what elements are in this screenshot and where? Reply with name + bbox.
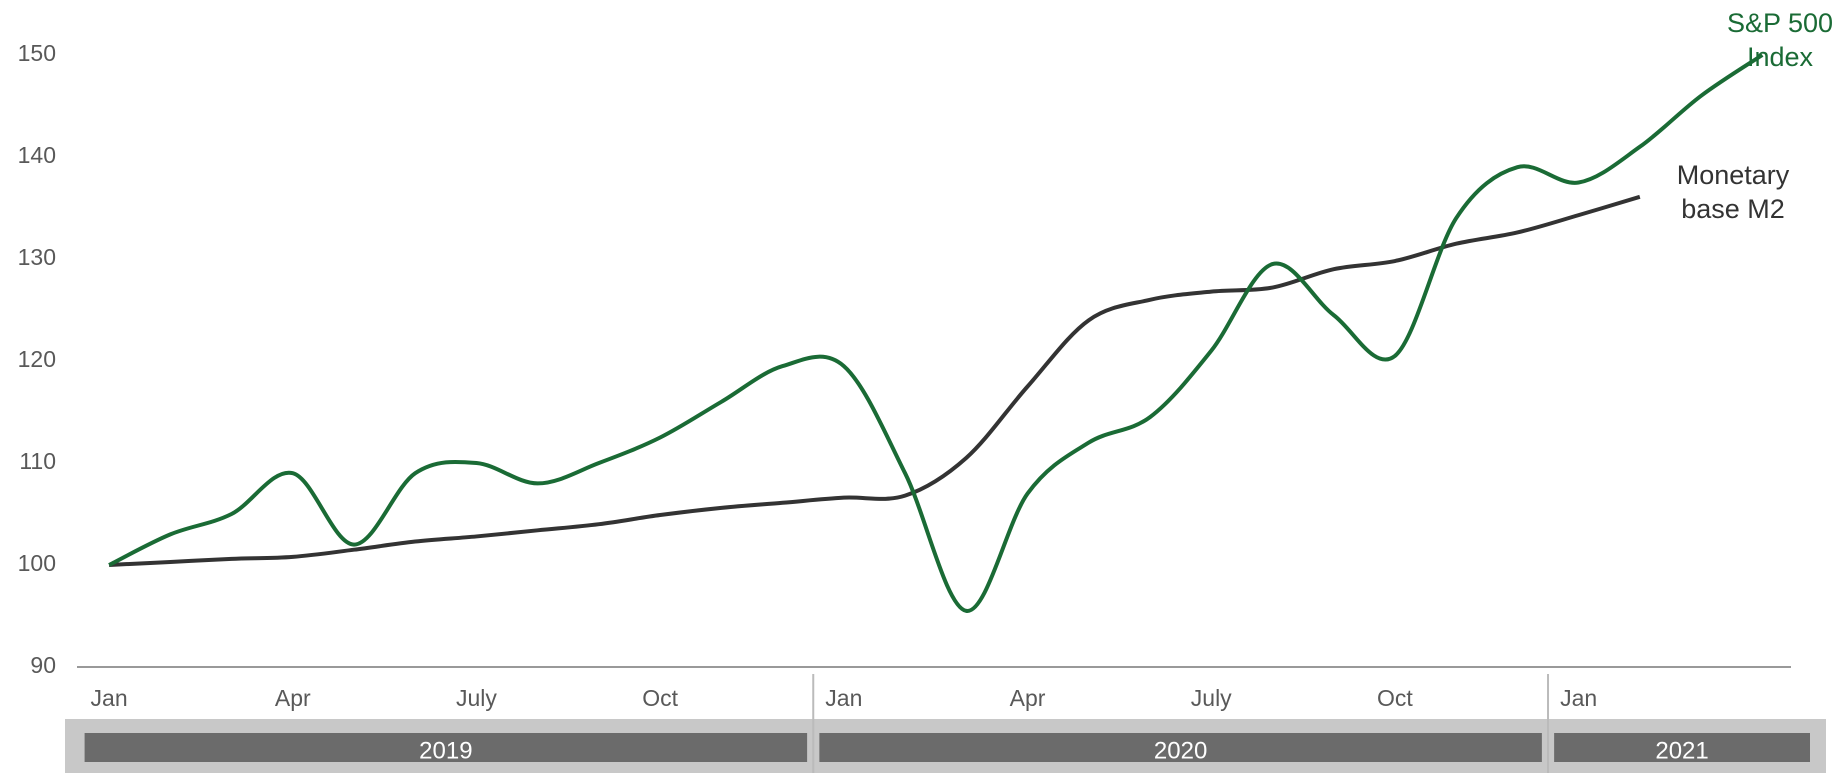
x-tick-label: July [1191,685,1232,711]
x-tick-label: Apr [1010,685,1046,711]
x-tick-label: Jan [1560,685,1597,711]
line [108,194,1641,567]
y-tick-label: 120 [18,346,56,372]
y-tick-label: 130 [18,244,56,270]
year-label: 2020 [1154,737,1207,764]
year-label: 2021 [1655,737,1708,764]
x-tick-label: Oct [1377,685,1413,711]
y-tick-label: 150 [18,40,56,66]
series-label: S&P 500 Index [1726,8,1834,72]
line [108,53,1764,613]
y-tick-label: 110 [19,448,56,474]
year-bar [1554,733,1810,762]
year-label: 2019 [419,737,472,764]
y-tick-label: 100 [18,550,56,576]
y-tick-label: 90 [30,652,56,678]
year-bar [819,733,1542,762]
series-label: Monetary base M2 [1676,160,1790,224]
x-tick-label: July [456,685,497,711]
x-tick-label: Apr [275,685,311,711]
y-tick-label: 140 [18,142,56,168]
x-tick-label: Jan [91,685,128,711]
x-tick-label: Oct [642,685,678,711]
year-bar [84,733,808,762]
x-tick-label: Jan [825,685,862,711]
